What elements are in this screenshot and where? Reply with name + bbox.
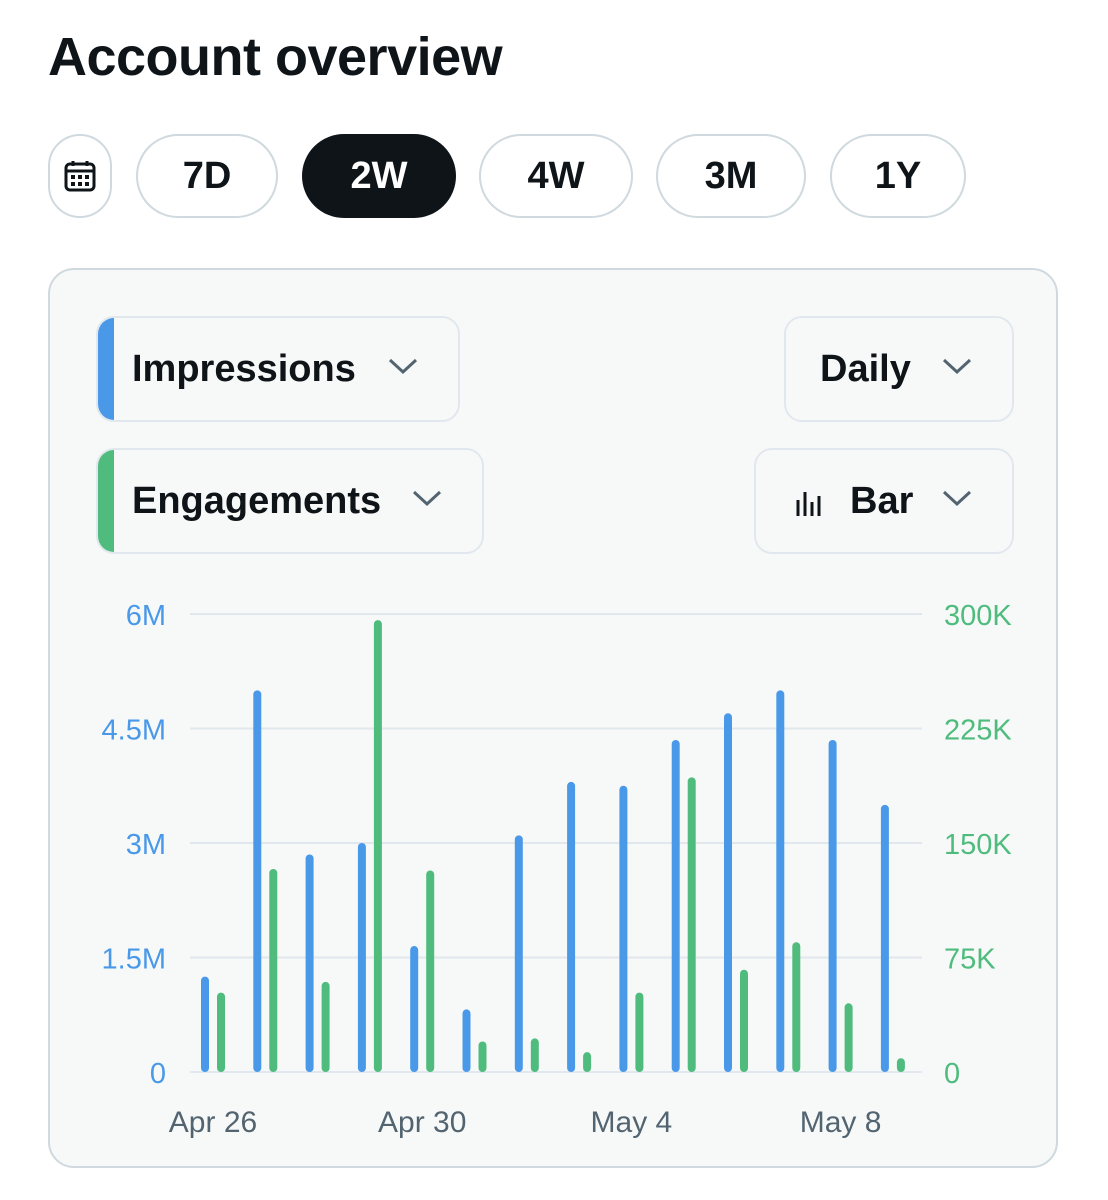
engagements-bar xyxy=(844,1003,853,1072)
impressions-bar xyxy=(253,690,262,1072)
y-left-tick-label: 6M xyxy=(126,600,166,632)
impressions-bar xyxy=(357,843,366,1072)
impressions-bar xyxy=(514,835,523,1072)
page-title: Account overview xyxy=(48,27,503,87)
x-tick-label: Apr 26 xyxy=(169,1106,257,1139)
range-7d-button[interactable]: 7D xyxy=(136,134,278,218)
engagements-bar xyxy=(792,942,801,1072)
y-right-tick-label: 150K xyxy=(944,829,1012,861)
engagements-bar xyxy=(583,1052,592,1072)
range-2w-button[interactable]: 2W xyxy=(302,134,456,218)
engagements-bar xyxy=(426,870,435,1072)
metric2-label: Engagements xyxy=(132,479,382,522)
impressions-bar xyxy=(776,690,785,1072)
chart-type-dropdown[interactable]: Bar xyxy=(754,448,1014,554)
impressions-bar xyxy=(724,713,732,1072)
metric1-dropdown[interactable]: Impressions xyxy=(96,316,460,422)
y-left-tick-label: 1.5M xyxy=(102,944,166,976)
engagements-bar xyxy=(478,1041,487,1072)
y-left-tick-label: 3M xyxy=(126,829,166,861)
impressions-bar xyxy=(880,804,889,1072)
calendar-button[interactable] xyxy=(48,134,112,218)
y-right-tick-label: 0 xyxy=(944,1058,960,1090)
chart-card: Impressions Engagements Daily Bar 0 0 1.5M… xyxy=(48,268,1058,1168)
x-tick-label: May 4 xyxy=(591,1106,673,1139)
x-tick-label: May 8 xyxy=(800,1106,882,1139)
engagements-bar xyxy=(373,620,382,1072)
engagements-bar xyxy=(687,777,696,1072)
y-left-tick-label: 4.5M xyxy=(102,715,166,747)
chart-type-label: Bar xyxy=(850,479,914,522)
chevron-down-icon xyxy=(412,490,442,507)
engagements-bar xyxy=(740,969,748,1072)
calendar-icon xyxy=(64,161,96,192)
impressions-bar xyxy=(201,976,209,1072)
metric2-color-indicator xyxy=(98,450,114,552)
engagements-bar xyxy=(321,981,330,1072)
impressions-bar xyxy=(305,854,314,1072)
y-right-tick-label: 75K xyxy=(944,944,996,976)
y-left-tick-label: 0 xyxy=(150,1058,166,1090)
interval-label: Daily xyxy=(820,347,911,390)
metric2-dropdown[interactable]: Engagements xyxy=(96,448,484,554)
chevron-down-icon xyxy=(942,358,972,375)
range-1y-button[interactable]: 1Y xyxy=(830,134,966,218)
engagements-bar xyxy=(217,992,225,1072)
chevron-down-icon xyxy=(388,358,418,375)
impressions-bar xyxy=(462,1009,471,1072)
x-tick-label: Apr 30 xyxy=(378,1106,466,1139)
engagements-bar xyxy=(635,992,644,1072)
engagements-bar xyxy=(269,868,278,1072)
engagements-bar xyxy=(530,1038,539,1072)
engagements-bar xyxy=(896,1058,905,1072)
range-4w-button[interactable]: 4W xyxy=(479,134,633,218)
y-right-tick-label: 300K xyxy=(944,600,1012,632)
impressions-bar xyxy=(671,739,680,1072)
impressions-bar xyxy=(619,785,628,1072)
chevron-down-icon xyxy=(942,490,972,507)
impressions-bar xyxy=(828,739,837,1072)
range-3m-button[interactable]: 3M xyxy=(656,134,806,218)
interval-dropdown[interactable]: Daily xyxy=(784,316,1014,422)
metric1-label: Impressions xyxy=(132,347,356,390)
metric1-color-indicator xyxy=(98,318,114,420)
impressions-bar xyxy=(410,946,419,1072)
bar-chart: 0 0 1.5M 75K 3M 150K 4.5M 225K 6M 300K Apr 26 Apr 3… xyxy=(102,600,1013,1139)
y-right-tick-label: 225K xyxy=(944,715,1012,747)
impressions-bar xyxy=(567,781,576,1072)
bar-chart-icon xyxy=(796,492,821,516)
